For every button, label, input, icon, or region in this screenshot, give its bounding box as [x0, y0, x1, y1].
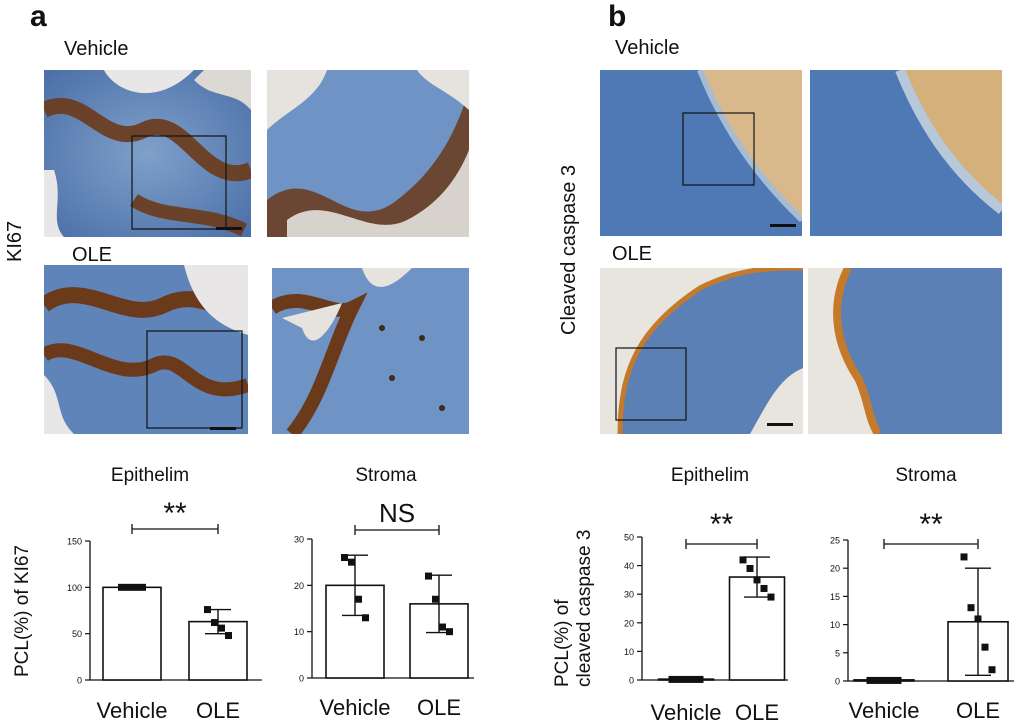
a-str-y-tick-label: 10: [294, 627, 304, 637]
b-str-data-point: [960, 553, 968, 561]
b-epi-category-label-ole: OLE: [735, 700, 779, 725]
b-epi-y-tick-label: 50: [624, 533, 634, 543]
b-epi-data-point: [739, 556, 747, 564]
b-str-category-label-ole: OLE: [956, 698, 1000, 723]
a-epi-data-point: [139, 583, 146, 591]
panel-a-letter: a: [30, 0, 47, 33]
a-epi-category-label-vehicle: Vehicle: [97, 698, 168, 723]
a-epi-data-point: [218, 624, 225, 632]
b-epi-data-point: [668, 675, 676, 683]
b-str-y-tick-label: 15: [830, 592, 840, 602]
a-str-data-point: [348, 558, 355, 566]
a-epi-y-tick-label: 100: [67, 583, 82, 593]
b-str-data-point: [894, 676, 902, 684]
b-epi-y-tick-label: 0: [629, 676, 634, 686]
b-str-data-point: [873, 676, 881, 684]
ki67-ole-micrograph: [44, 265, 248, 434]
b-epi-y-tick-label: 10: [624, 647, 634, 657]
b-str-y-tick-label: 25: [830, 536, 840, 546]
panel-b-ole-label: OLE: [612, 243, 653, 265]
a-str-data-point: [341, 554, 348, 562]
b-epi-data-point: [760, 584, 768, 592]
a-epi-category-label-ole: OLE: [196, 698, 240, 723]
a-str-data-point: [432, 595, 439, 603]
a-epi-y-tick-label: 150: [67, 537, 82, 547]
a-str-data-point: [439, 623, 446, 631]
a-str-data-point: [355, 595, 362, 603]
panel-a-vehicle-label: Vehicle: [64, 38, 129, 60]
a-epi-data-point: [132, 583, 139, 591]
a-str-data-point: [446, 628, 453, 636]
b-str-data-point: [866, 676, 874, 684]
b-epi-y-tick-label: 30: [624, 590, 634, 600]
b-str-y-tick-label: 5: [835, 648, 840, 658]
b-str-data-point: [880, 676, 888, 684]
b-str-y-tick-label: 20: [830, 564, 840, 574]
b-str-data-point: [988, 666, 996, 674]
b-epi-category-label-vehicle: Vehicle: [651, 700, 722, 725]
a-str-y-tick-label: 30: [294, 535, 304, 545]
a-epi-data-point: [125, 583, 132, 591]
b-str-y-tick-label: 10: [830, 620, 840, 630]
b-epi-data-point: [767, 593, 775, 601]
caspase-vehicle-zoom-micrograph: [810, 70, 1002, 236]
a-str-data-point: [425, 572, 432, 580]
a-str-category-label-ole: OLE: [417, 695, 461, 720]
b-str-data-point: [974, 615, 982, 623]
b-str-data-point: [887, 676, 895, 684]
ki67-vehicle-zoom-micrograph: [267, 70, 469, 237]
chart-b-epithelium-title: Epithelim: [670, 465, 750, 486]
ki67-vehicle-micrograph: [44, 70, 251, 237]
caspase-ole-zoom-micrograph: [808, 268, 1002, 434]
a-str-y-tick-label: 20: [294, 581, 304, 591]
ki67-ole-zoom-micrograph: [272, 268, 469, 434]
a-epi-significance-label: **: [163, 497, 187, 530]
panel-b-vehicle-label: Vehicle: [615, 37, 680, 59]
b-epi-data-point: [746, 564, 754, 572]
a-epi-data-point: [211, 619, 218, 627]
b-str-data-point: [967, 604, 975, 612]
panel-a-ole-label: OLE: [72, 244, 113, 266]
b-epi-data-point: [682, 675, 690, 683]
b-epi-y-tick-label: 40: [624, 561, 634, 571]
b-str-data-point: [981, 643, 989, 651]
b-str-category-label-vehicle: Vehicle: [849, 698, 920, 723]
b-epi-data-point: [689, 675, 697, 683]
b-epi-significance-label: **: [710, 508, 734, 541]
a-str-y-tick-label: 0: [299, 674, 304, 684]
b-epi-data-point: [675, 675, 683, 683]
caspase-ole-micrograph: [600, 268, 803, 434]
a-str-data-point: [362, 614, 369, 622]
b-str-y-tick-label: 0: [835, 677, 840, 687]
caspase-vehicle-micrograph: [600, 70, 802, 236]
a-epi-y-tick-label: 0: [77, 676, 82, 686]
a-epi-y-tick-label: 50: [72, 629, 82, 639]
a-epi-bar-vehicle: [102, 586, 162, 681]
b-epi-data-point: [696, 675, 704, 683]
a-epi-data-point: [118, 583, 125, 591]
a-str-significance-label: NS: [379, 498, 415, 528]
chart-a-epithelium-title: Epithelim: [110, 465, 190, 486]
chart-a-stroma-title: Stroma: [355, 465, 417, 486]
chart-b-stroma-title: Stroma: [895, 465, 957, 486]
b-epi-data-point: [753, 576, 761, 584]
panel-b-letter: b: [608, 0, 627, 33]
b-epi-y-tick-label: 20: [624, 618, 634, 628]
a-epi-data-point: [204, 606, 211, 614]
a-str-category-label-vehicle: Vehicle: [320, 695, 391, 720]
a-epi-data-point: [225, 632, 232, 640]
b-str-significance-label: **: [919, 508, 943, 541]
